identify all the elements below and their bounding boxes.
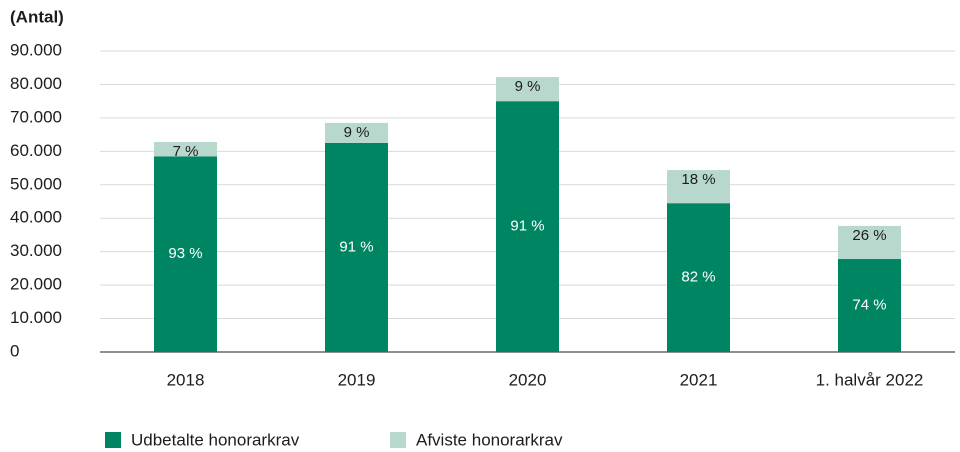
percent-label: 74 %: [852, 296, 886, 313]
x-tick-label: 1. halvår 2022: [816, 370, 924, 389]
x-tick-label: 2020: [509, 370, 547, 389]
x-tick-label: 2019: [338, 370, 376, 389]
y-tick-label: 10.000: [10, 308, 62, 327]
y-tick-label: 50.000: [10, 174, 62, 193]
bar-segment: [154, 141, 217, 157]
legend-swatch: [105, 432, 121, 448]
percent-label: 26 %: [852, 227, 886, 244]
bar-segment: [496, 77, 559, 102]
y-tick-label: 0: [10, 341, 19, 360]
y-axis-label: (Antal): [10, 7, 64, 26]
bar-segment: [496, 101, 559, 353]
bar-segment: [325, 142, 388, 352]
percent-label: 93 %: [168, 245, 202, 262]
bar-segment: [154, 156, 217, 352]
y-tick-label: 20.000: [10, 275, 62, 294]
percent-label: 9 %: [344, 124, 370, 141]
x-tick-label: 2021: [680, 370, 718, 389]
y-tick-label: 90.000: [10, 40, 62, 59]
percent-label: 9 %: [515, 78, 541, 95]
bar-segment: [325, 122, 388, 143]
y-tick-label: 80.000: [10, 74, 62, 93]
x-tick-label: 2018: [167, 370, 205, 389]
bar-segment: [838, 259, 901, 352]
y-tick-label: 60.000: [10, 141, 62, 160]
percent-label: 7 %: [173, 143, 199, 160]
legend-swatch: [390, 432, 406, 448]
bar-segment: [667, 170, 730, 204]
y-tick-label: 30.000: [10, 241, 62, 260]
y-tick-label: 70.000: [10, 107, 62, 126]
percent-label: 91 %: [510, 218, 544, 235]
y-tick-label: 40.000: [10, 208, 62, 227]
percent-label: 18 %: [681, 171, 715, 188]
legend-label: Afviste honorarkrav: [416, 430, 563, 449]
legend-label: Udbetalte honorarkrav: [131, 430, 300, 449]
percent-label: 82 %: [681, 269, 715, 286]
percent-label: 91 %: [339, 238, 373, 255]
bar-segment: [838, 225, 901, 260]
bar-segment: [667, 203, 730, 352]
